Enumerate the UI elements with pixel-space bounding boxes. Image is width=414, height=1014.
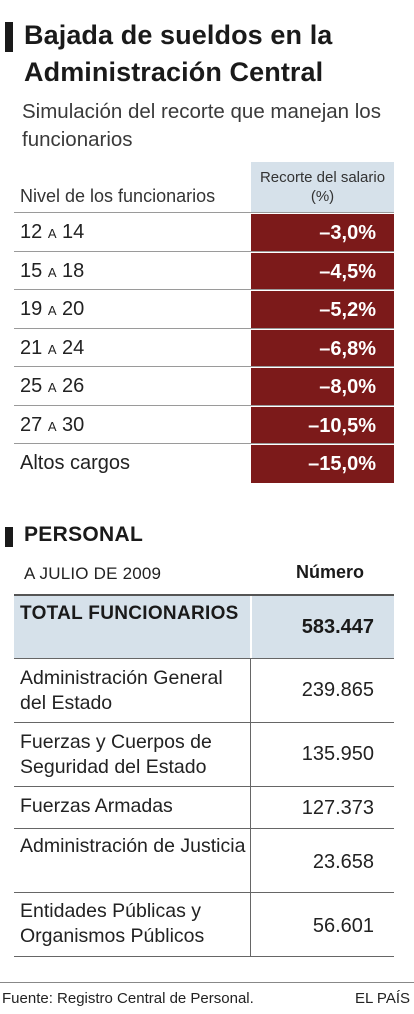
personnel-row-value: 127.373 — [301, 797, 374, 819]
headline: Bajada de sueldos en la Administración C… — [0, 18, 414, 90]
cuts-level-header: Nivel de los funcionarios — [20, 186, 216, 206]
subtitle: Simulación del recorte que manejan los f… — [22, 100, 381, 151]
level-to: 30 — [62, 413, 85, 436]
section-title: PERSONAL — [24, 523, 144, 546]
source-note: Fuente: Registro Central de Personal. — [2, 990, 254, 1007]
cuts-row-level: 12 A 14 — [20, 213, 84, 251]
headline-marker — [5, 22, 13, 52]
cuts-row: 19 A 20 –5,2% — [14, 289, 394, 329]
total-value: 583.447 — [301, 616, 374, 638]
cuts-row-value: –15,0% — [251, 444, 394, 483]
cuts-row-value: –8,0% — [251, 367, 394, 406]
headline-line-1: Bajada de sueldos en la — [24, 20, 333, 50]
cuts-row: 12 A 14 –3,0% — [14, 212, 394, 252]
cuts-row: 15 A 18 –4,5% — [14, 250, 394, 290]
level-from: 15 — [20, 259, 43, 282]
personnel-number-header: Número — [295, 562, 364, 582]
level-to: 18 — [62, 259, 85, 282]
personnel-row-value: 135.950 — [301, 743, 374, 765]
level-to: 24 — [62, 336, 85, 359]
cuts-row-level: 27 A 30 — [20, 406, 84, 444]
personnel-row: Fuerzas y Cuerpos de Seguridad del Estad… — [14, 722, 394, 786]
level-separator: A — [47, 226, 57, 241]
personnel-row-label: Administración de Justicia — [20, 835, 246, 857]
level-from: 25 — [20, 375, 43, 397]
cuts-row: Altos cargos –15,0% — [14, 443, 394, 483]
cuts-row-value: –5,2% — [251, 290, 394, 329]
cuts-row-value: –6,8% — [251, 328, 394, 367]
publisher-logo: EL PAÍS — [354, 990, 410, 1007]
level-label: Altos cargos — [20, 452, 131, 474]
personnel-row-value: 56.601 — [312, 915, 374, 937]
cuts-row-level: 15 A 18 — [20, 252, 84, 290]
personnel-row: Administración General del Estado 239.865 — [14, 658, 394, 722]
level-separator: A — [47, 380, 57, 395]
personnel-row-value: 23.658 — [312, 851, 374, 873]
level-to: 14 — [62, 221, 85, 243]
cuts-row: 27 A 30 –10,5% — [14, 404, 394, 444]
personnel-date-header: A JULIO DE 2009 — [24, 564, 162, 583]
personnel-row: Fuerzas Armadas 127.373 — [14, 786, 394, 828]
level-separator: A — [47, 418, 57, 434]
level-from: 21 — [20, 336, 43, 359]
personnel-row-label: Fuerzas y Cuerpos de Seguridad del Estad… — [20, 731, 212, 778]
total-row: TOTAL FUNCIONARIOS 583.447 — [14, 594, 394, 658]
level-to: 26 — [62, 375, 85, 397]
cuts-row-level: 25 A 26 — [20, 367, 84, 405]
level-to: 20 — [62, 298, 85, 320]
cuts-row: 25 A 26 –8,0% — [14, 366, 394, 406]
level-from: 12 — [20, 221, 43, 243]
section-marker — [5, 527, 13, 547]
cuts-row-level: 21 A 24 — [20, 329, 84, 367]
cuts-row-level: Altos cargos — [20, 444, 130, 482]
level-separator: A — [47, 303, 57, 318]
personnel-row-label: Fuerzas Armadas — [20, 795, 173, 817]
cuts-row-level: 19 A 20 — [20, 290, 84, 328]
cuts-row-value: –10,5% — [251, 405, 394, 444]
level-separator: A — [47, 264, 57, 280]
personnel-column-divider — [250, 658, 251, 956]
level-from: 19 — [20, 298, 43, 320]
personnel-row: Entidades Públicas y Organismos Públicos… — [14, 892, 394, 956]
personnel-row: Administración de Justicia 23.658 — [14, 828, 394, 892]
cuts-row: 21 A 24 –6,8% — [14, 327, 394, 367]
level-from: 27 — [20, 413, 43, 436]
total-label: TOTAL FUNCIONARIOS — [20, 603, 239, 624]
level-separator: A — [47, 341, 57, 357]
headline-line-2: Administración Central — [24, 57, 324, 87]
footer-rule — [0, 982, 414, 983]
personnel-row-label: Administración General del Estado — [20, 667, 223, 714]
cuts-row-value: –4,5% — [251, 251, 394, 290]
personnel-row-value: 239.865 — [301, 679, 374, 701]
total-divider — [250, 596, 252, 658]
cuts-row-value: –3,0% — [251, 213, 394, 252]
personnel-row-label: Entidades Públicas y Organismos Públicos — [20, 900, 205, 947]
personnel-table-bottom-rule — [14, 956, 394, 957]
cuts-value-header: Recorte del salario (%) — [251, 162, 394, 212]
